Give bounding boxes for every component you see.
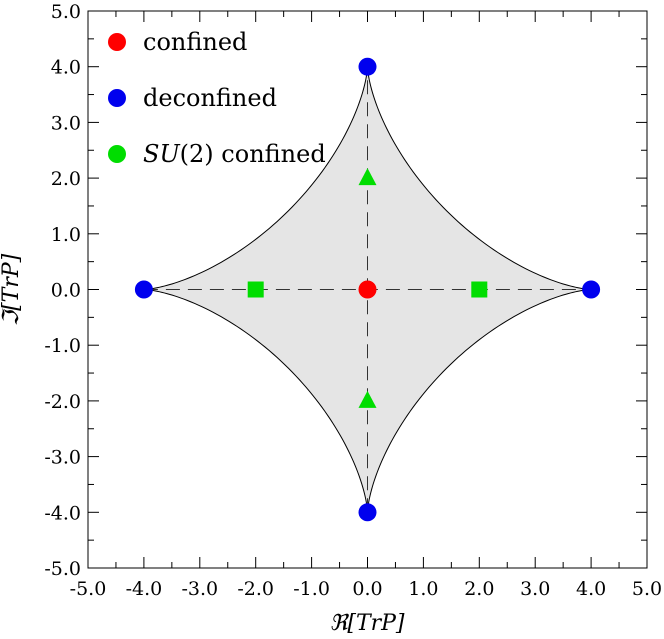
confined-point [358,280,377,299]
y-tick-label: -3.0 [44,447,81,469]
x-axis-tick-labels: -5.0 -4.0 -3.0 -2.0 -1.0 0.0 1.0 2.0 3.0 4.0 5.0 [70,578,662,600]
legend-marker [108,89,126,107]
y-tick-label: -4.0 [44,502,81,524]
x-tick-label: 5.0 [632,578,662,600]
deconfined-point [358,57,377,76]
legend-marker [108,145,126,163]
x-tick-label: 1.0 [408,578,438,600]
x-tick-label: -4.0 [126,578,163,600]
deconfined-point [582,280,601,299]
x-axis-label: ℜ[TrP] [329,611,404,636]
y-tick-label: 5.0 [51,1,81,23]
su2-confined-triangles-point [358,390,377,408]
legend: confined deconfined SU(2) confined [108,28,326,168]
plot-area [134,57,601,522]
deconfined-point [358,503,377,522]
x-tick-label: -2.0 [237,578,274,600]
legend-marker [108,33,126,51]
x-tick-label: -1.0 [293,578,330,600]
y-tick-label: 4.0 [51,57,81,79]
y-tick-label: 2.0 [51,168,81,190]
x-tick-label: 0.0 [352,578,382,600]
su2-confined-triangles-point [358,168,377,186]
su2-confined-squares-point [471,281,488,298]
y-tick-label: -5.0 [44,558,81,580]
y-tick-label: 0.0 [51,280,81,302]
y-axis-tick-labels: -5.0 -4.0 -3.0 -2.0 -1.0 0.0 1.0 2.0 3.0 4.0 5.0 [44,1,81,580]
legend-label: SU(2) confined [143,140,326,168]
legend-label: confined [143,28,247,56]
deconfined-point [134,280,153,299]
su2-confined-squares-point [247,281,264,298]
x-tick-label: 3.0 [520,578,550,600]
x-tick-label: 4.0 [576,578,606,600]
x-tick-label: 2.0 [464,578,494,600]
y-tick-label: -2.0 [44,391,81,413]
y-tick-label: -1.0 [44,335,81,357]
legend-label: deconfined [143,84,277,112]
y-axis-label: ℑ[TrP] [0,253,24,326]
data-points [134,57,601,522]
x-tick-label: -3.0 [181,578,218,600]
y-tick-label: 3.0 [51,112,81,134]
axis-ticks [87,10,648,569]
x-tick-label: -5.0 [70,578,107,600]
y-tick-label: 1.0 [51,224,81,246]
